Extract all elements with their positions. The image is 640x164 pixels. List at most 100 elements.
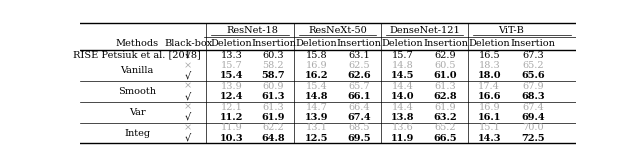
Text: ResNeXt-50: ResNeXt-50 (308, 26, 367, 35)
Text: 13.1: 13.1 (306, 123, 328, 132)
Text: Deletion: Deletion (296, 39, 337, 48)
Text: 67.9: 67.9 (522, 82, 543, 91)
Text: Vanilla: Vanilla (120, 66, 154, 75)
Text: 11.9: 11.9 (390, 134, 414, 143)
Text: 66.5: 66.5 (434, 134, 458, 143)
Text: Var: Var (129, 108, 145, 117)
Text: √: √ (185, 134, 191, 143)
Text: Deletion: Deletion (381, 39, 423, 48)
Text: 14.8: 14.8 (305, 92, 328, 101)
Text: 61.3: 61.3 (262, 92, 285, 101)
Text: 11.2: 11.2 (220, 113, 243, 122)
Text: 17.4: 17.4 (478, 82, 500, 91)
Text: DenseNet-121: DenseNet-121 (389, 26, 460, 35)
Text: Insertion: Insertion (423, 39, 468, 48)
Text: 14.0: 14.0 (390, 92, 414, 101)
Text: 14.4: 14.4 (392, 102, 413, 112)
Text: ResNet-18: ResNet-18 (227, 26, 278, 35)
Text: 18.0: 18.0 (477, 71, 501, 80)
Text: 15.7: 15.7 (392, 51, 413, 60)
Text: Deletion: Deletion (468, 39, 510, 48)
Text: 65.6: 65.6 (521, 71, 545, 80)
Text: 14.8: 14.8 (392, 61, 413, 70)
Text: 69.5: 69.5 (347, 134, 371, 143)
Text: Insertion: Insertion (251, 39, 296, 48)
Text: 66.4: 66.4 (348, 102, 369, 112)
Text: 14.5: 14.5 (390, 71, 414, 80)
Text: 16.6: 16.6 (477, 92, 501, 101)
Text: √: √ (185, 71, 191, 80)
Text: ×: × (184, 123, 192, 132)
Text: 16.9: 16.9 (478, 102, 500, 112)
Text: √: √ (185, 92, 191, 101)
Text: 10.3: 10.3 (220, 134, 243, 143)
Text: ×: × (184, 61, 192, 70)
Text: √: √ (185, 51, 191, 60)
Text: Smooth: Smooth (118, 87, 156, 96)
Text: 15.8: 15.8 (306, 51, 328, 60)
Text: 58.7: 58.7 (262, 71, 285, 80)
Text: 16.5: 16.5 (478, 51, 500, 60)
Text: Black-box: Black-box (164, 39, 212, 48)
Text: Insertion: Insertion (336, 39, 381, 48)
Text: 14.7: 14.7 (306, 102, 328, 112)
Text: 61.0: 61.0 (434, 71, 458, 80)
Text: ViT-B: ViT-B (498, 26, 524, 35)
Text: 13.8: 13.8 (390, 113, 414, 122)
Text: 60.3: 60.3 (262, 51, 284, 60)
Text: 14.4: 14.4 (392, 82, 413, 91)
Text: 16.1: 16.1 (477, 113, 501, 122)
Text: 65.2: 65.2 (435, 123, 456, 132)
Text: 18.3: 18.3 (478, 61, 500, 70)
Text: 61.9: 61.9 (435, 102, 456, 112)
Text: 61.3: 61.3 (435, 82, 456, 91)
Text: 15.4: 15.4 (306, 82, 328, 91)
Text: 12.5: 12.5 (305, 134, 328, 143)
Text: 62.2: 62.2 (262, 123, 284, 132)
Text: RISE Petsiuk et al. [2018]: RISE Petsiuk et al. [2018] (73, 51, 201, 60)
Text: 11.9: 11.9 (220, 123, 242, 132)
Text: 62.9: 62.9 (435, 51, 456, 60)
Text: 15.7: 15.7 (220, 61, 242, 70)
Text: 12.4: 12.4 (220, 92, 243, 101)
Text: 14.3: 14.3 (477, 134, 501, 143)
Text: ×: × (184, 102, 192, 112)
Text: 65.7: 65.7 (348, 82, 369, 91)
Text: 12.1: 12.1 (220, 102, 242, 112)
Text: √: √ (185, 113, 191, 122)
Text: 64.8: 64.8 (262, 134, 285, 143)
Text: 72.5: 72.5 (521, 134, 545, 143)
Text: 13.6: 13.6 (392, 123, 413, 132)
Text: 63.2: 63.2 (434, 113, 458, 122)
Text: Deletion: Deletion (211, 39, 252, 48)
Text: 61.3: 61.3 (262, 102, 284, 112)
Text: 15.4: 15.4 (220, 71, 243, 80)
Text: 15.1: 15.1 (478, 123, 500, 132)
Text: 60.9: 60.9 (262, 82, 284, 91)
Text: 67.4: 67.4 (522, 102, 544, 112)
Text: Integ: Integ (124, 129, 150, 138)
Text: 62.8: 62.8 (434, 92, 458, 101)
Text: 13.9: 13.9 (220, 82, 242, 91)
Text: Methods: Methods (115, 39, 159, 48)
Text: Insertion: Insertion (511, 39, 556, 48)
Text: 69.4: 69.4 (521, 113, 545, 122)
Text: ×: × (184, 82, 192, 91)
Text: 62.6: 62.6 (347, 71, 371, 80)
Text: 13.9: 13.9 (305, 113, 328, 122)
Text: 68.3: 68.3 (521, 92, 545, 101)
Text: 68.5: 68.5 (348, 123, 369, 132)
Text: 65.2: 65.2 (522, 61, 543, 70)
Text: 13.3: 13.3 (220, 51, 242, 60)
Text: 62.5: 62.5 (348, 61, 369, 70)
Text: 70.0: 70.0 (522, 123, 543, 132)
Text: 66.1: 66.1 (347, 92, 371, 101)
Text: 16.9: 16.9 (306, 61, 328, 70)
Text: 67.4: 67.4 (347, 113, 371, 122)
Text: 16.2: 16.2 (305, 71, 328, 80)
Text: 60.5: 60.5 (435, 61, 456, 70)
Text: 63.1: 63.1 (348, 51, 370, 60)
Text: 61.9: 61.9 (262, 113, 285, 122)
Text: 67.3: 67.3 (522, 51, 544, 60)
Text: 58.2: 58.2 (262, 61, 284, 70)
